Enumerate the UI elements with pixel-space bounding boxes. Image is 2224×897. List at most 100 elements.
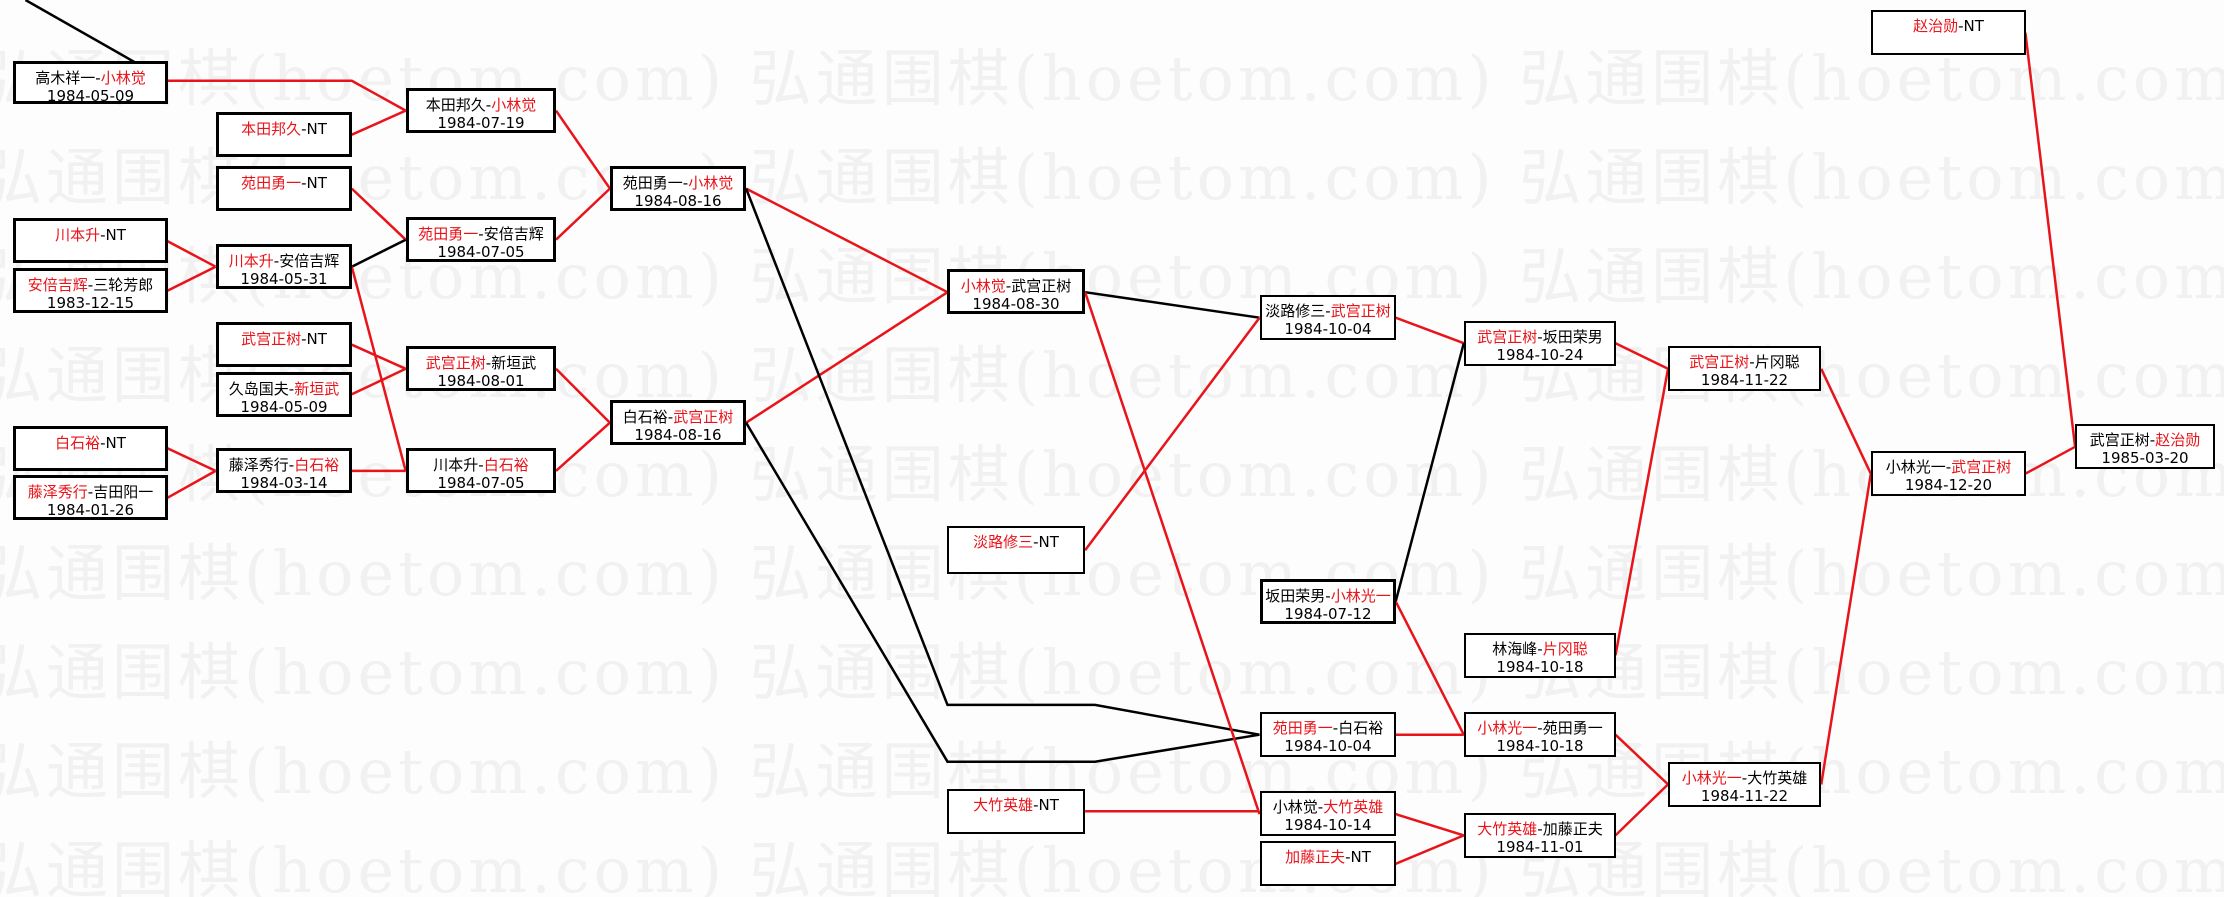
player-2: NT xyxy=(306,174,327,192)
match-date: 1984-08-30 xyxy=(972,295,1060,313)
match-players: 苑田勇一-NT xyxy=(219,174,349,192)
match-date: 1984-12-20 xyxy=(1904,476,1993,494)
separator: - xyxy=(288,456,295,474)
player-2: NT xyxy=(1963,17,1984,35)
player-2: 安倍吉辉 xyxy=(279,252,340,270)
player-2: 小林光一 xyxy=(1330,587,1391,605)
match-date: 1984-10-04 xyxy=(1284,737,1372,755)
player-2: 小林觉 xyxy=(688,174,734,192)
player-2: 新垣武 xyxy=(294,380,340,398)
player-1: 苑田勇一 xyxy=(241,174,302,192)
player-1: 安倍吉辉 xyxy=(27,276,88,294)
match-date: 1984-07-12 xyxy=(1284,605,1372,623)
match-players: 藤泽秀行-吉田阳一 xyxy=(16,483,165,501)
separator: - xyxy=(1741,769,1748,787)
player-2: 安倍吉辉 xyxy=(483,225,544,243)
match-players: 高木祥一-小林觉 xyxy=(16,69,165,87)
winner-line xyxy=(1395,834,1465,865)
match-players: 川本升-白石裕 xyxy=(409,456,553,474)
match-date: 1984-10-14 xyxy=(1284,816,1372,834)
winner-line xyxy=(555,421,611,472)
winner-line xyxy=(1820,368,1872,475)
match-date: 1984-10-18 xyxy=(1496,658,1584,676)
loser-line xyxy=(1394,342,1466,602)
winner-line xyxy=(555,187,611,241)
match-players: 淡路修三-武宫正树 xyxy=(1262,302,1394,320)
match-date: 1984-05-09 xyxy=(240,398,328,416)
player-1: 武宫正树 xyxy=(425,354,486,372)
match-date: 1983-12-15 xyxy=(46,294,135,312)
player-1: 小林光一 xyxy=(1681,769,1742,787)
separator: - xyxy=(485,96,492,114)
separator: - xyxy=(1958,17,1964,35)
separator: - xyxy=(1033,796,1039,814)
winner-line xyxy=(166,239,217,268)
match-date: 1984-11-01 xyxy=(1496,838,1584,856)
match-players: 武宫正树-坂田荣男 xyxy=(1466,328,1614,346)
match-players: 武宫正树-新垣武 xyxy=(409,354,553,372)
separator: - xyxy=(1945,458,1952,476)
separator: - xyxy=(2149,431,2156,449)
winner-line xyxy=(745,291,949,424)
match-players: 小林觉-大竹英雄 xyxy=(1262,798,1394,816)
winner-line xyxy=(166,469,217,499)
winner-line xyxy=(166,265,217,292)
match-players: 川本升-安倍吉辉 xyxy=(219,252,349,270)
loser-line xyxy=(351,238,407,268)
match-box: 小林光一-苑田勇一 1984-10-18 xyxy=(1464,712,1616,757)
player-2: 白石裕 xyxy=(1338,719,1384,737)
winner-line xyxy=(555,367,611,424)
match-players: 苑田勇一-安倍吉辉 xyxy=(409,225,553,243)
match-players: 武宫正树-赵治勋 xyxy=(2077,431,2213,449)
match-players: 武宫正树-片冈聪 xyxy=(1670,353,1819,371)
match-box: 武宫正树-坂田荣男 1984-10-24 xyxy=(1464,321,1616,366)
winner-line xyxy=(167,79,407,112)
match-players: 小林光一-武宫正树 xyxy=(1873,458,2024,476)
player-2: 小林觉 xyxy=(100,69,146,87)
player-1: 淡路修三 xyxy=(973,533,1034,551)
player-2: NT xyxy=(306,120,327,138)
winner-line xyxy=(554,109,611,190)
separator: - xyxy=(485,354,492,372)
player-2: 加藤正夫 xyxy=(1542,820,1603,838)
winner-line xyxy=(1614,733,1669,786)
player-1: 苑田勇一 xyxy=(622,174,683,192)
separator: - xyxy=(1033,533,1039,551)
winner-line xyxy=(2024,445,2076,475)
player-1: 久岛国夫 xyxy=(228,380,289,398)
player-2: 大竹英雄 xyxy=(1747,769,1808,787)
match-box: 小林觉-武宫正树 1984-08-30 xyxy=(947,269,1085,314)
player-2: 白石裕 xyxy=(483,456,529,474)
player-2: 赵治勋 xyxy=(2155,431,2201,449)
match-box: 高木祥一-小林觉 1984-05-09 xyxy=(13,61,168,105)
match-box: 小林光一-大竹英雄 1984-11-22 xyxy=(1668,762,1821,807)
player-2: 片冈聪 xyxy=(1542,640,1588,658)
loser-line xyxy=(745,422,1260,763)
player-2: 白石裕 xyxy=(294,456,340,474)
winner-line xyxy=(2024,32,2077,447)
winner-line xyxy=(1819,473,1873,785)
separator: - xyxy=(100,434,106,452)
match-date: 1984-10-04 xyxy=(1284,320,1372,338)
player-2: NT xyxy=(1038,533,1059,551)
match-box: 林海峰-片冈聪 1984-10-18 xyxy=(1464,633,1616,678)
separator: - xyxy=(667,408,674,426)
winner-line xyxy=(351,343,407,370)
separator: - xyxy=(301,330,307,348)
player-2: 武宫正树 xyxy=(1951,458,2012,476)
winner-line xyxy=(1084,316,1261,552)
match-box: 久岛国夫-新垣武 1984-05-09 xyxy=(216,372,352,417)
match-box: 白石裕-NT xyxy=(13,426,168,471)
player-1: 藤泽秀行 xyxy=(27,483,88,501)
winner-line xyxy=(1083,291,1261,815)
player-1: 淡路修三 xyxy=(1265,302,1326,320)
match-box: 藤泽秀行-白石裕 1984-03-14 xyxy=(216,448,352,493)
separator: - xyxy=(1325,302,1331,320)
player-1: 苑田勇一 xyxy=(418,225,479,243)
match-box: 川本升-NT xyxy=(13,218,168,263)
separator: - xyxy=(273,252,280,270)
loser-line xyxy=(744,188,1260,736)
player-2: 小林觉 xyxy=(491,96,537,114)
player-1: 大竹英雄 xyxy=(1477,820,1538,838)
player-2: 吉田阳一 xyxy=(93,483,154,501)
